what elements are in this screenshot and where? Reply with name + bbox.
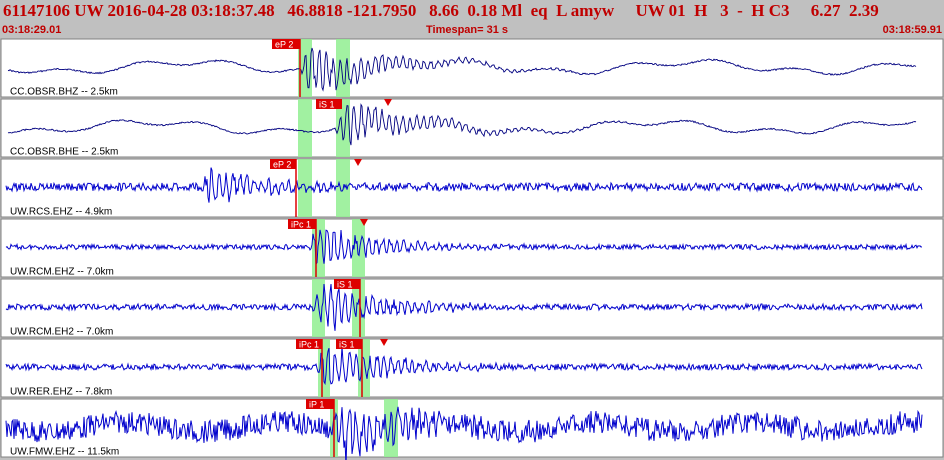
- pick-window: [298, 99, 312, 157]
- pick-label-box[interactable]: [316, 99, 342, 109]
- pick-label: iPc 1: [291, 220, 311, 230]
- seismogram-panels[interactable]: eP 2 CC.OBSR.BHZ -- 2.5km iS 1 CC.OBSR.BHE …: [0, 38, 944, 460]
- trace-panel-background: [0, 158, 944, 218]
- trace-panel[interactable]: iPc 1 UW.RCM.EHZ -- 7.0km: [0, 218, 944, 278]
- pick-label-box[interactable]: [270, 159, 296, 169]
- arrival-triangle-icon: [384, 99, 392, 106]
- trace-panel-background: [0, 398, 944, 458]
- timespan-label: Timespan= 31 s: [426, 24, 509, 36]
- header-bar: 61147106 UW 2016-04-28 03:18:37.48 46.88…: [0, 0, 944, 38]
- pick-label-box[interactable]: [334, 279, 360, 289]
- phase-pick-marker[interactable]: iS 1: [334, 279, 361, 337]
- station-label: CC.OBSR.BHE -- 2.5km: [10, 147, 118, 158]
- station-label: UW.RER.EHZ -- 7.8km: [10, 387, 112, 398]
- station-label: UW.FMW.EHZ -- 11.5km: [10, 447, 119, 458]
- station-label: UW.RCS.EHZ -- 4.9km: [10, 207, 112, 218]
- pick-window: [358, 339, 370, 397]
- pick-label-box[interactable]: [336, 339, 362, 349]
- trace-panel[interactable]: iS 1 CC.OBSR.BHE -- 2.5km: [0, 98, 944, 158]
- pick-label: eP 2: [275, 40, 293, 50]
- phase-pick-marker[interactable]: eP 2: [270, 159, 297, 217]
- phase-pick-marker[interactable]: iPc 1: [296, 339, 323, 397]
- waveform-trace: [5, 346, 923, 386]
- pick-window: [336, 99, 350, 157]
- station-label: CC.OBSR.BHZ -- 2.5km: [10, 87, 118, 98]
- trace-panel[interactable]: iP 1 UW.FMW.EHZ -- 11.5km: [0, 398, 944, 460]
- pick-window: [352, 219, 365, 277]
- trace-panel[interactable]: eP 2 UW.RCS.EHZ -- 4.9km: [0, 158, 944, 218]
- station-label: UW.RCM.EHZ -- 7.0km: [10, 267, 114, 278]
- trace-panel-background: [0, 278, 944, 338]
- waveform-trace: [5, 283, 923, 331]
- arrival-triangle-icon: [380, 339, 388, 346]
- pick-label: iPc 1: [299, 340, 319, 350]
- pick-label: iP 1: [309, 400, 324, 410]
- phase-pick-marker[interactable]: eP 2: [272, 39, 301, 97]
- arrival-triangle-icon: [360, 219, 368, 226]
- start-time-label: 03:18:29.01: [2, 24, 62, 36]
- waveform-trace: [7, 103, 917, 146]
- pick-label: iS 1: [319, 100, 335, 110]
- pick-window: [336, 39, 350, 97]
- phase-pick-marker[interactable]: iPc 1: [288, 219, 317, 277]
- phase-pick-marker[interactable]: iS 1: [316, 99, 342, 110]
- pick-label-box[interactable]: [272, 39, 300, 49]
- waveform-trace: [5, 167, 923, 203]
- station-label: UW.RCM.EH2 -- 7.0km: [10, 327, 113, 338]
- pick-label: iS 1: [339, 340, 355, 350]
- arrival-triangle-icon: [354, 159, 362, 166]
- trace-panel[interactable]: iS 1 UW.RCM.EH2 -- 7.0km: [0, 278, 944, 338]
- pick-label-box[interactable]: [288, 219, 316, 229]
- waveform-trace: [5, 406, 923, 460]
- waveform-trace: [5, 229, 923, 266]
- trace-panel-background: [0, 98, 944, 158]
- end-time-label: 03:18:59.91: [882, 24, 942, 36]
- pick-label: iS 1: [337, 280, 353, 290]
- event-title: 61147106 UW 2016-04-28 03:18:37.48 46.88…: [3, 1, 879, 20]
- pick-window: [352, 279, 365, 337]
- trace-panel-background: [0, 38, 944, 98]
- phase-pick-marker[interactable]: iS 1: [336, 339, 363, 397]
- pick-label-box[interactable]: [306, 399, 334, 409]
- pick-window: [298, 39, 312, 97]
- phase-pick-marker[interactable]: iP 1: [306, 399, 335, 457]
- trace-panel[interactable]: eP 2 CC.OBSR.BHZ -- 2.5km: [0, 38, 944, 98]
- trace-panel[interactable]: iPc 1 iS 1 UW.RER.EHZ -- 7.8km: [0, 338, 944, 398]
- pick-label-box[interactable]: [296, 339, 322, 349]
- waveform-trace: [7, 47, 917, 92]
- pick-label: eP 2: [273, 160, 291, 170]
